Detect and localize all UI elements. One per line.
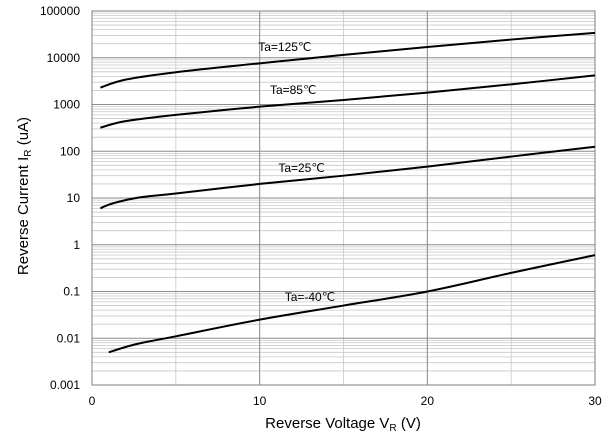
plot-frame bbox=[91, 10, 596, 386]
x-tick-label: 30 bbox=[588, 394, 602, 408]
y-tick-label: 1000 bbox=[53, 98, 80, 112]
series-label: Ta=125℃ bbox=[258, 40, 311, 54]
y-tick-label: 10000 bbox=[47, 51, 81, 65]
y-tick-label: 0.001 bbox=[50, 378, 80, 392]
x-tick-label: 20 bbox=[421, 394, 435, 408]
series-label: Ta=25℃ bbox=[278, 161, 325, 175]
series-labels: Ta=125℃ Ta=85℃ Ta=25℃ Ta=-40℃ bbox=[258, 40, 335, 304]
y-axis-label: Reverse Current IR (uA) bbox=[15, 117, 34, 275]
y-tick-label: 0.1 bbox=[63, 285, 80, 299]
series-line bbox=[108, 254, 596, 354]
series-label: Ta=-40℃ bbox=[285, 290, 336, 304]
y-tick-label: 0.01 bbox=[57, 331, 81, 345]
y-tick-label: 100000 bbox=[40, 4, 80, 18]
y-tick-label: 1 bbox=[73, 238, 80, 252]
series-line bbox=[99, 145, 596, 210]
series-lines bbox=[99, 31, 596, 354]
x-tick-label: 10 bbox=[253, 394, 267, 408]
x-tick-label: 0 bbox=[89, 394, 96, 408]
series-line bbox=[100, 74, 596, 129]
minor-gridlines bbox=[92, 11, 595, 385]
x-tick-labels: 0 10 20 30 bbox=[89, 394, 602, 408]
series-line bbox=[100, 31, 596, 89]
y-tick-label: 100 bbox=[60, 144, 80, 158]
series-label: Ta=85℃ bbox=[270, 83, 317, 97]
x-axis-label: Reverse Voltage VR (V) bbox=[265, 415, 421, 434]
y-tick-label: 10 bbox=[67, 191, 81, 205]
y-tick-labels: 0.001 0.01 0.1 1 10 100 1000 10000 100000 bbox=[40, 4, 80, 392]
